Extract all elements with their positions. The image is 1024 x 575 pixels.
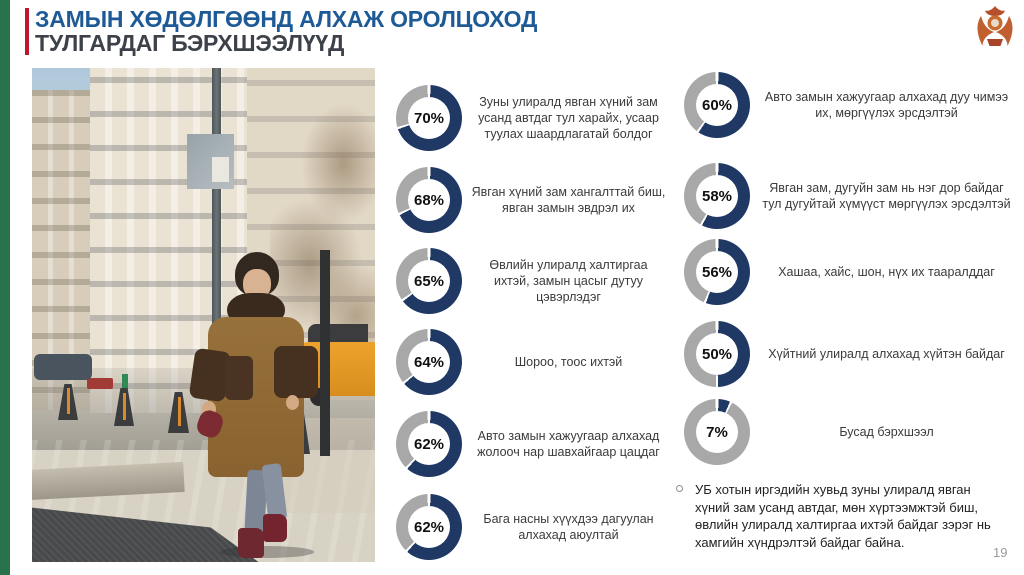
photo-lamp-pole [212,68,221,330]
donut-percent-label: 62% [413,518,445,536]
woman-fur-cuff-right [274,346,318,398]
page-title-line2: ТУЛГАРДАГ БЭРХШЭЭЛҮҮД [35,30,345,56]
photo-red-awning [87,378,113,389]
donut-percent-label: 50% [701,345,733,363]
challenge-item: 60% Авто замын хажуугаар алхахад дуу чим… [684,63,1014,147]
page-number: 19 [993,545,1008,560]
challenge-label: Өвлийн улиралд халтиргаа ихтэй, замын ца… [489,258,648,304]
challenge-item: 7% Бусад бэрхшээл [684,390,1014,474]
challenge-label: Хүйтний улиралд алхахад хүйтэн байдаг [768,347,1005,361]
donut-chart: 62% [396,494,462,560]
challenge-label: Зуны улиралд явган хүний зам усанд автда… [478,95,659,141]
challenge-label: Хашаа, хайс, шон, нүх их тааралддаг [778,265,995,279]
challenge-item: 68% Явган хүний зам хангалттай биш, явга… [396,158,666,242]
donut-percent-label: 68% [413,191,445,209]
photo-bollard [58,384,78,420]
donut-chart: 50% [684,321,750,387]
challenge-label: Бусад бэрхшээл [839,425,934,439]
challenge-item: 62% Бага насны хүүхдээ дагуулан алхахад … [396,485,666,569]
photo-parked-car [34,354,92,380]
challenge-label: Авто замын хажуугаар алхахад жолооч нар … [477,429,660,459]
donut-percent-label: 7% [706,423,728,441]
donut-percent-label: 70% [413,109,445,127]
page-title-line1: ЗАМЫН ХӨДӨЛГӨӨНД АЛХАЖ ОРОЛЦОХОД [35,6,538,32]
photo-traffic-light [122,374,128,389]
photo-bollard [168,392,189,433]
street-photo [32,68,375,562]
donut-chart: 62% [396,411,462,477]
woman-boot-left [238,528,264,558]
donut-percent-label: 65% [413,272,445,290]
challenge-item: 64% Шороо, тоос ихтэй [396,320,666,404]
donut-chart: 60% [684,72,750,138]
photo-bollard [114,388,134,426]
donut-percent-label: 58% [701,187,733,205]
donut-chart: 64% [396,329,462,395]
donut-percent-label: 60% [701,96,733,114]
donut-percent-label: 64% [413,353,445,371]
challenge-label: Авто замын хажуугаар алхахад дуу чимээ и… [764,90,1009,120]
challenge-item: 62% Авто замын хажуугаар алхахад жолооч … [396,402,666,486]
challenge-label: Бага насны хүүхдээ дагуулан алхахад аюул… [483,512,654,542]
woman-hand-right [286,395,299,410]
photo-street-sign [187,134,234,189]
challenge-item: 58% Явган зам, дугуйн зам нь нэг дор бай… [684,154,1014,238]
donut-chart: 58% [684,163,750,229]
donut-percent-label: 62% [413,435,445,453]
donut-chart: 7% [684,399,750,465]
challenge-item: 56% Хашаа, хайс, шон, нүх их тааралддаг [684,230,1014,314]
donut-chart: 70% [396,85,462,151]
donut-chart: 56% [684,239,750,305]
donut-percent-label: 56% [701,263,733,281]
challenge-item: 65% Өвлийн улиралд халтиргаа ихтэй, замы… [396,239,666,323]
photo-sign-paper [212,157,229,182]
photo-sign-post [320,250,330,456]
woman-fur-pocket [225,356,253,400]
challenge-label: Шороо, тоос ихтэй [514,355,623,369]
donut-chart: 65% [396,248,462,314]
woman-boot-right [263,514,287,542]
page-title: ЗАМЫН ХӨДӨЛГӨӨНД АЛХАЖ ОРОЛЦОХОД ТУЛГАРД… [35,7,537,55]
summary-note: УБ хотын иргэдийн хувьд зуны улиралд явг… [676,481,1004,552]
challenge-item: 70% Зуны улиралд явган хүний зам усанд а… [396,76,666,160]
title-accent-bar [25,8,29,55]
photo-pedestrian-shadow [220,546,314,558]
challenge-label: Явган зам, дугуйн зам нь нэг дор байдаг … [762,181,1011,211]
left-green-border [0,0,10,575]
challenge-label: Явган хүний зам хангалттай биш, явган за… [471,185,666,215]
challenge-item: 50% Хүйтний улиралд алхахад хүйтэн байда… [684,312,1014,396]
circle-bullet-icon [676,485,683,492]
ulaanbaatar-emblem-logo [977,6,1013,46]
summary-note-text: УБ хотын иргэдийн хувьд зуны улиралд явг… [695,482,991,551]
donut-chart: 68% [396,167,462,233]
